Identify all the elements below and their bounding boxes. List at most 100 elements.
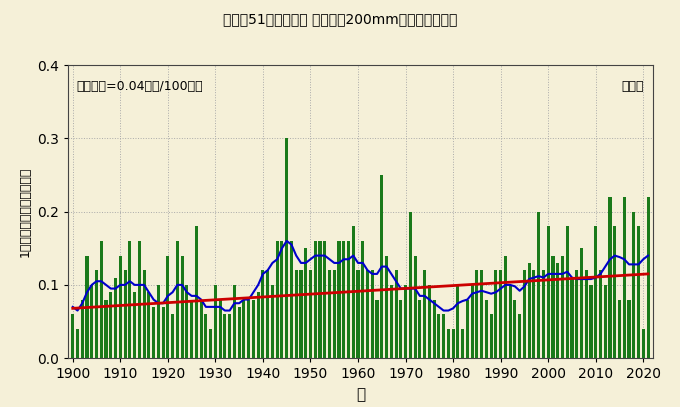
Bar [114, 278, 117, 358]
Bar [328, 270, 331, 358]
Bar [547, 226, 549, 358]
Bar [399, 300, 403, 358]
Bar [394, 270, 398, 358]
Bar [81, 300, 84, 358]
Bar [247, 300, 250, 358]
Bar [551, 256, 554, 358]
Bar [466, 300, 469, 358]
Bar [95, 270, 98, 358]
Bar [366, 270, 369, 358]
Bar [171, 314, 174, 358]
Bar [195, 226, 198, 358]
Bar [452, 329, 455, 358]
Text: 全国［51地点平均］ 日降水量200mm以上の年間日数: 全国［51地点平均］ 日降水量200mm以上の年間日数 [223, 12, 457, 26]
Bar [371, 270, 374, 358]
Bar [167, 256, 169, 358]
Bar [342, 241, 345, 358]
Bar [356, 270, 360, 358]
Bar [181, 256, 184, 358]
Bar [148, 292, 150, 358]
Bar [537, 212, 540, 358]
Bar [129, 241, 131, 358]
Bar [176, 241, 179, 358]
Bar [561, 256, 564, 358]
Bar [214, 285, 217, 358]
Bar [237, 307, 241, 358]
Bar [509, 285, 512, 358]
Bar [637, 226, 640, 358]
Bar [204, 314, 207, 358]
Bar [456, 285, 460, 358]
Bar [294, 270, 298, 358]
Bar [261, 270, 265, 358]
Bar [523, 270, 526, 358]
Bar [233, 285, 236, 358]
Bar [623, 197, 626, 358]
Bar [485, 300, 488, 358]
Bar [105, 300, 107, 358]
Bar [266, 270, 269, 358]
Bar [86, 256, 88, 358]
Bar [566, 226, 568, 358]
Bar [518, 314, 521, 358]
Bar [642, 329, 645, 358]
Bar [461, 329, 464, 358]
Bar [76, 329, 79, 358]
Bar [352, 226, 355, 358]
Bar [199, 300, 203, 358]
Y-axis label: 1地点あたりの日数（日）: 1地点あたりの日数（日） [18, 166, 31, 257]
Bar [632, 212, 635, 358]
Bar [390, 285, 393, 358]
Bar [252, 300, 255, 358]
Bar [275, 241, 279, 358]
Text: トレンド=0.04（日/100年）: トレンド=0.04（日/100年） [77, 80, 203, 93]
Bar [528, 263, 530, 358]
Bar [299, 270, 303, 358]
Bar [613, 226, 616, 358]
Bar [590, 285, 592, 358]
Bar [423, 270, 426, 358]
Bar [318, 241, 322, 358]
Bar [375, 300, 379, 358]
Bar [133, 292, 136, 358]
Bar [124, 270, 126, 358]
Bar [432, 300, 436, 358]
Bar [532, 270, 535, 358]
Bar [442, 314, 445, 358]
Bar [290, 241, 293, 358]
Bar [556, 263, 559, 358]
Bar [618, 300, 621, 358]
Bar [285, 138, 288, 358]
Bar [494, 270, 498, 358]
Bar [471, 285, 474, 358]
Bar [361, 241, 364, 358]
Bar [323, 241, 326, 358]
Bar [218, 300, 222, 358]
Text: 気象庁: 気象庁 [622, 80, 644, 93]
Bar [585, 270, 588, 358]
Bar [628, 300, 630, 358]
Bar [228, 314, 231, 358]
X-axis label: 年: 年 [356, 387, 365, 402]
Bar [143, 270, 146, 358]
Bar [490, 314, 493, 358]
Bar [190, 300, 193, 358]
Bar [594, 226, 597, 358]
Bar [542, 270, 545, 358]
Bar [647, 197, 649, 358]
Bar [162, 307, 165, 358]
Bar [119, 256, 122, 358]
Bar [138, 241, 141, 358]
Bar [223, 314, 226, 358]
Bar [100, 241, 103, 358]
Bar [428, 285, 431, 358]
Bar [447, 329, 450, 358]
Bar [242, 300, 245, 358]
Bar [480, 270, 483, 358]
Bar [109, 292, 112, 358]
Bar [186, 285, 188, 358]
Bar [309, 270, 312, 358]
Bar [513, 300, 517, 358]
Bar [409, 212, 412, 358]
Bar [157, 285, 160, 358]
